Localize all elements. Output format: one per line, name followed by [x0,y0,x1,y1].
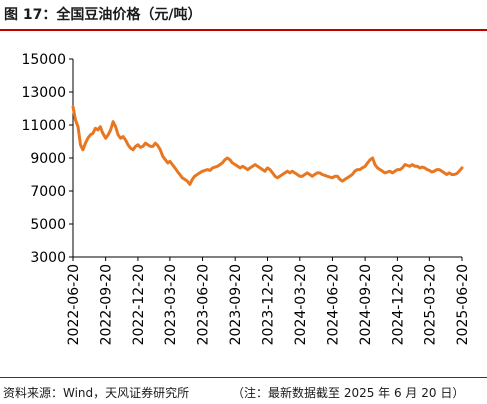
title-divider [0,29,487,31]
chart-title: 图 17：全国豆油价格（元/吨） [4,7,202,23]
soybean-oil-price-line [71,105,464,186]
x-tick-label: 2023-03-20 [163,264,179,345]
y-tick-label: 5000 [30,217,66,233]
x-tick-label: 2023-12-20 [261,264,277,345]
y-tick-label: 3000 [30,250,66,266]
x-tick-label: 2024-09-20 [358,264,374,345]
x-tick-label: 2022-06-20 [66,264,82,345]
x-tick-label: 2024-12-20 [390,264,406,345]
footer-divider [0,377,487,378]
y-tick-label: 9000 [30,151,66,167]
y-tick-label: 11000 [21,118,66,134]
x-tick-label: 2025-03-20 [422,264,438,345]
source-note: 资料来源：Wind，天风证券研究所 [3,386,190,400]
x-tick-label: 2022-09-20 [99,264,115,345]
x-tick-label: 2023-06-20 [196,264,212,345]
y-axis: 3000 5000 7000 9000 11000 13000 15000 [21,52,74,266]
chart-canvas: 3000 5000 7000 9000 11000 13000 15000 2022-06-… [21,52,471,345]
x-tick-label: 2022-12-20 [131,264,147,345]
x-tick-label: 2025-06-20 [455,264,471,345]
x-tick-label: 2023-09-20 [228,264,244,345]
date-note: （注：最新数据截至 2025 年 6 月 20 日） [232,386,465,400]
x-axis: 2022-06-20 2022-09-20 2022-12-20 2023-03-20… [66,256,471,345]
x-tick-label: 2024-03-20 [293,264,309,345]
series-layer [71,105,464,186]
y-tick-label: 15000 [21,52,66,68]
x-tick-label: 2024-06-20 [325,264,341,345]
y-tick-label: 7000 [30,184,66,200]
y-tick-label: 13000 [21,85,66,101]
